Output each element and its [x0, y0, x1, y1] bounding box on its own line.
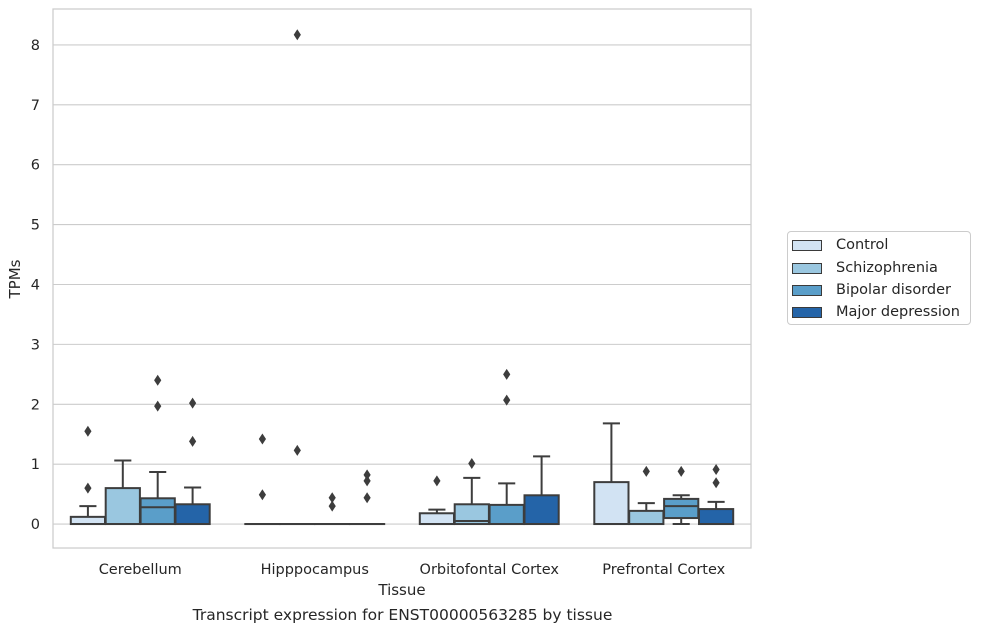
outlier-point: [468, 458, 476, 470]
box-control: [244, 433, 281, 526]
box-group-orbitofontal-cortex: [418, 368, 560, 526]
y-tick-label: 6: [31, 158, 40, 174]
box-body: [523, 494, 560, 526]
outlier-point: [154, 374, 162, 386]
outlier-point: [433, 475, 441, 487]
box-schizophrenia: [453, 458, 490, 526]
outlier-point: [84, 482, 92, 494]
outlier-point: [258, 489, 266, 501]
legend-swatch-schizophrenia: [792, 262, 822, 274]
box-control: [69, 425, 107, 526]
y-tick-label: 0: [31, 517, 40, 533]
box-body: [628, 509, 665, 526]
legend-label-control: Control: [836, 237, 889, 253]
y-axis-label: TPMs: [6, 259, 24, 299]
outlier-point: [84, 425, 92, 437]
box-group-cerebellum: [69, 374, 211, 526]
outlier-point: [363, 475, 371, 487]
grid-lines: [53, 44, 751, 525]
box-group-hipppocampus: [244, 29, 386, 526]
box-control: [418, 475, 456, 526]
box-body: [139, 497, 176, 526]
outlier-point: [712, 464, 720, 476]
legend-label-bipolar-disorder: Bipolar disorder: [836, 282, 951, 298]
outlier-point: [154, 400, 162, 412]
outlier-point: [189, 435, 197, 447]
outlier-point: [712, 477, 720, 489]
box-body: [104, 487, 141, 526]
box-body: [69, 515, 107, 526]
x-tick-label: Cerebellum: [99, 562, 182, 578]
box-schizophrenia: [279, 29, 316, 526]
legend-item-control: Control: [792, 235, 888, 255]
legend: Control Schizophrenia Bipolar disorder M…: [787, 231, 971, 325]
box-major-depression: [523, 455, 560, 526]
box-body: [488, 503, 525, 526]
box-groups: [69, 29, 735, 526]
y-tick-labels: 0 1 2 3 4 5 6 7 8: [31, 38, 40, 533]
box-bipolar-disorder: [488, 368, 525, 526]
x-tick-label: Orbitofontal Cortex: [420, 562, 560, 578]
outlier-point: [293, 29, 301, 41]
legend-item-bipolar-disorder: Bipolar disorder: [792, 280, 951, 300]
box-major-depression: [348, 469, 386, 526]
outlier-point: [503, 394, 511, 406]
box-major-depression: [174, 397, 211, 526]
y-tick-label: 2: [31, 397, 40, 413]
legend-swatch-major-depression: [792, 306, 822, 318]
legend-swatch-bipolar-disorder: [792, 284, 822, 296]
legend-label-schizophrenia: Schizophrenia: [836, 260, 938, 276]
box-group-prefrontal-cortex: [593, 422, 735, 526]
x-tick-label: Hipppocampus: [261, 562, 369, 578]
box-schizophrenia: [104, 459, 141, 526]
legend-label-major-depression: Major depression: [836, 304, 960, 320]
plot-frame: [52, 8, 752, 549]
y-tick-label: 7: [31, 98, 40, 114]
box-bipolar-disorder: [663, 465, 700, 526]
box-major-depression: [697, 464, 735, 526]
y-tick-label: 4: [31, 277, 40, 293]
x-tick-labels: Cerebellum Hipppocampus Orbitofontal Corte…: [99, 562, 726, 578]
y-tick-label: 3: [31, 337, 40, 353]
outlier-point: [293, 444, 301, 456]
box-control: [593, 422, 630, 526]
y-tick-label: 1: [31, 457, 40, 473]
box-bipolar-disorder: [139, 374, 176, 526]
outlier-point: [363, 469, 371, 481]
y-tick-label: 5: [31, 218, 40, 234]
box-body: [593, 481, 630, 526]
outlier-point: [642, 465, 650, 477]
outlier-point: [328, 492, 336, 504]
outlier-point: [503, 368, 511, 380]
legend-item-schizophrenia: Schizophrenia: [792, 258, 938, 278]
outlier-point: [677, 465, 685, 477]
outlier-point: [258, 433, 266, 445]
outlier-point: [189, 397, 197, 409]
outlier-point: [363, 492, 371, 504]
y-tick-label: 8: [31, 38, 40, 54]
legend-item-major-depression: Major depression: [792, 302, 960, 322]
box-body: [174, 503, 211, 526]
outlier-point: [328, 500, 336, 512]
box-body: [697, 508, 735, 526]
figure-caption: Transcript expression for ENST0000056328…: [192, 606, 613, 624]
x-axis-label: Tissue: [377, 581, 425, 599]
box-body: [418, 512, 456, 526]
legend-swatch-control: [792, 239, 822, 251]
box-body: [663, 497, 700, 520]
box-schizophrenia: [628, 465, 665, 526]
x-tick-label: Prefrontal Cortex: [602, 562, 725, 578]
box-bipolar-disorder: [314, 492, 351, 526]
